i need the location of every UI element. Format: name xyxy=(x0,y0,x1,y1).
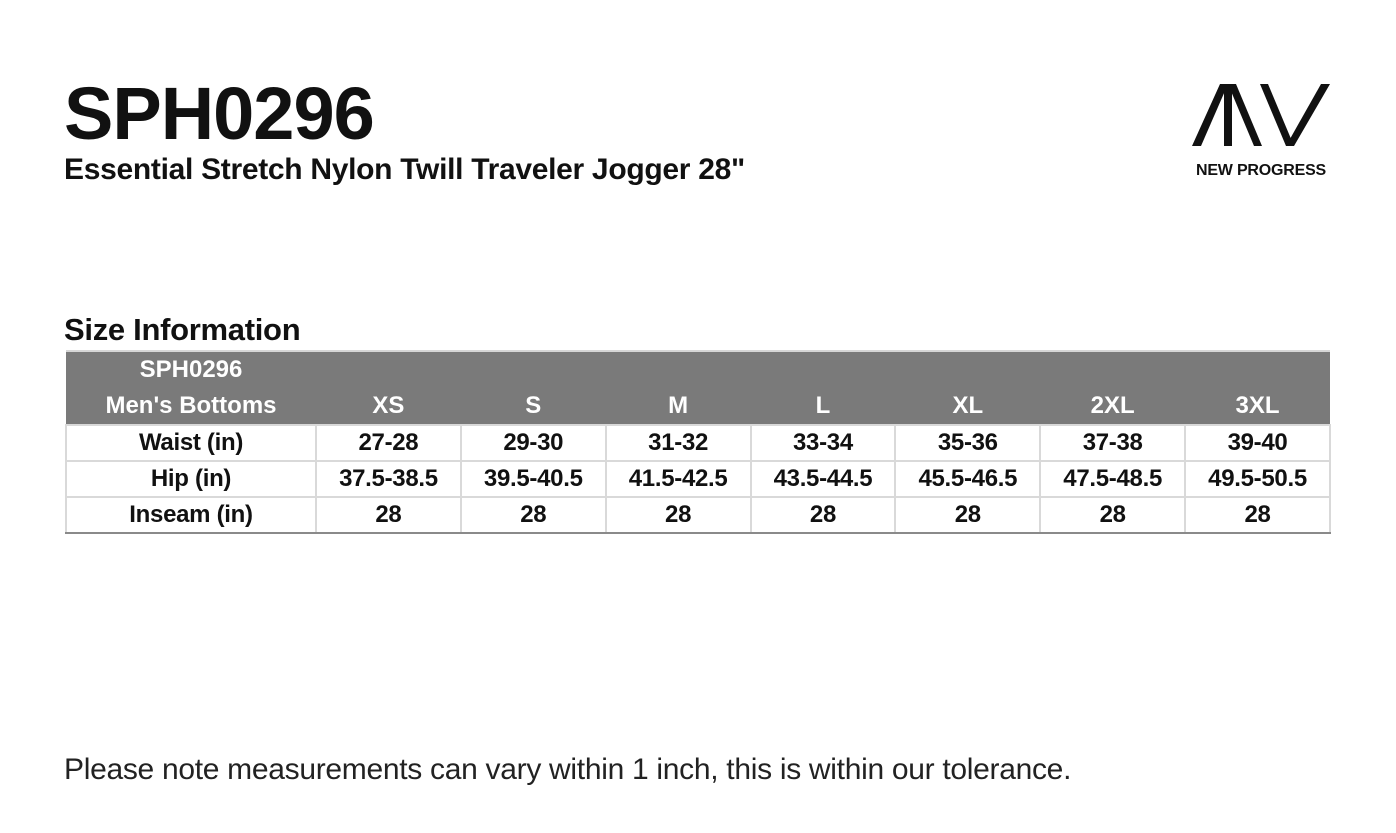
category-label: Men's Bottoms xyxy=(105,392,277,419)
size-info-title: Size Information xyxy=(64,312,301,347)
row-label-inseam: Inseam (in) xyxy=(65,496,317,534)
size-header-s: S xyxy=(460,351,606,425)
table-cell: 28 xyxy=(1039,496,1187,534)
new-progress-logo-mark-icon xyxy=(1192,84,1330,146)
table-cell: 37-38 xyxy=(1039,424,1187,462)
table-cell: 47.5-48.5 xyxy=(1039,460,1187,498)
table-cell: 39-40 xyxy=(1184,424,1331,462)
table-row-inseam: Inseam (in) 28 28 28 28 28 28 28 xyxy=(65,496,1331,534)
row-label-waist: Waist (in) xyxy=(65,424,317,462)
table-cell: 41.5-42.5 xyxy=(604,460,752,498)
product-name: Essential Stretch Nylon Twill Traveler J… xyxy=(64,153,745,186)
table-cell: 31-32 xyxy=(604,424,752,462)
table-cell: 45.5-46.5 xyxy=(894,460,1042,498)
size-header-xl: XL xyxy=(895,351,1041,425)
table-cell: 27-28 xyxy=(315,424,462,462)
row-label-hip: Hip (in) xyxy=(65,460,317,498)
table-corner-header: SPH0296 Men's Bottoms xyxy=(66,351,316,425)
table-cell: 28 xyxy=(1184,496,1331,534)
size-table: SPH0296 Men's Bottoms XS S M L XL 2XL 3X… xyxy=(65,350,1331,534)
table-cell: 33-34 xyxy=(749,424,897,462)
size-header-m: M xyxy=(605,351,751,425)
size-header-2xl: 2XL xyxy=(1040,351,1186,425)
table-cell: 39.5-40.5 xyxy=(459,460,607,498)
table-cell: 43.5-44.5 xyxy=(749,460,897,498)
table-cell: 28 xyxy=(894,496,1042,534)
product-code: SPH0296 xyxy=(64,72,375,155)
tolerance-note: Please note measurements can vary within… xyxy=(64,753,1072,786)
product-code-label: SPH0296 xyxy=(139,356,243,383)
table-cell: 28 xyxy=(604,496,752,534)
size-header-row: SPH0296 Men's Bottoms XS S M L XL 2XL 3X… xyxy=(66,351,1330,425)
brand-logo: NEW PROGRESS xyxy=(1190,84,1332,180)
table-cell: 28 xyxy=(459,496,607,534)
size-header-l: L xyxy=(750,351,896,425)
table-cell: 49.5-50.5 xyxy=(1184,460,1331,498)
table-cell: 28 xyxy=(315,496,462,534)
table-row-waist: Waist (in) 27-28 29-30 31-32 33-34 35-36… xyxy=(65,424,1331,462)
size-header-3xl: 3XL xyxy=(1185,351,1330,425)
table-cell: 35-36 xyxy=(894,424,1042,462)
table-cell: 29-30 xyxy=(459,424,607,462)
table-cell: 37.5-38.5 xyxy=(315,460,462,498)
table-row-hip: Hip (in) 37.5-38.5 39.5-40.5 41.5-42.5 4… xyxy=(65,460,1331,498)
size-header-xs: XS xyxy=(316,351,461,425)
brand-name: NEW PROGRESS xyxy=(1195,162,1327,179)
table-cell: 28 xyxy=(749,496,897,534)
